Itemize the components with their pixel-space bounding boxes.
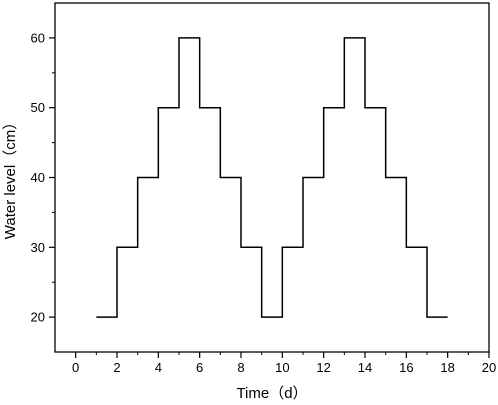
x-tick-label: 16 <box>399 360 413 375</box>
y-tick-label: 30 <box>31 240 45 255</box>
y-axis-title: Water level（cm） <box>2 115 19 239</box>
water-level-series-line <box>96 37 448 318</box>
x-axis-title: Time（d） <box>236 385 307 402</box>
x-tick-label: 20 <box>482 360 496 375</box>
y-tick-label: 60 <box>31 30 45 45</box>
x-tick-label: 8 <box>237 360 244 375</box>
x-axis-ticks: 0 2 4 6 8 10 12 14 16 18 20 <box>72 352 496 375</box>
x-tick-label: 2 <box>113 360 120 375</box>
x-tick-label: 18 <box>440 360 454 375</box>
y-axis-ticks: 20 30 40 50 60 <box>31 30 55 325</box>
x-tick-label: 4 <box>155 360 162 375</box>
y-tick-label: 40 <box>31 170 45 185</box>
x-tick-label: 6 <box>196 360 203 375</box>
x-tick-label: 14 <box>358 360 372 375</box>
x-tick-label: 0 <box>72 360 79 375</box>
x-tick-label: 10 <box>275 360 289 375</box>
plot-frame <box>54 2 490 353</box>
y-tick-label: 50 <box>31 100 45 115</box>
series-layer <box>96 37 448 318</box>
x-tick-label: 12 <box>316 360 330 375</box>
y-tick-label: 20 <box>31 310 45 325</box>
